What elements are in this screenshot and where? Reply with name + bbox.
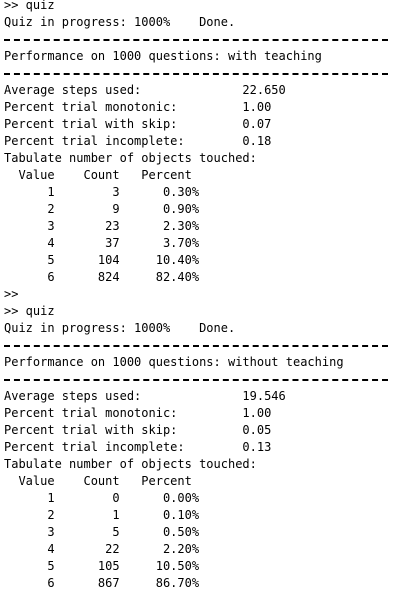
terminal-line: Percent trial incomplete: 0.13 — [4, 439, 404, 456]
terminal-line: Tabulate number of objects touched: — [4, 456, 404, 473]
terminal-line: Percent trial with skip: 0.05 — [4, 422, 404, 439]
terminal-line: 1 3 0.30% — [4, 184, 404, 201]
terminal-line: Percent trial monotonic: 1.00 — [4, 99, 404, 116]
terminal-line: >> quiz — [4, 303, 404, 320]
terminal-line: Average steps used: 22.650 — [4, 82, 404, 99]
separator-rule — [4, 31, 404, 48]
terminal-line: Average steps used: 19.546 — [4, 388, 404, 405]
terminal-line: Quiz in progress: 1000% Done. — [4, 320, 404, 337]
terminal-line: Performance on 1000 questions: with teac… — [4, 48, 404, 65]
terminal-line: 1 0 0.00% — [4, 490, 404, 507]
terminal-line: Percent trial incomplete: 0.18 — [4, 133, 404, 150]
terminal-line: 6 867 86.70% — [4, 575, 404, 592]
separator-rule — [4, 65, 404, 82]
terminal-line: Percent trial with skip: 0.07 — [4, 116, 404, 133]
terminal-line: >> quiz — [4, 0, 404, 14]
terminal-line: 5 105 10.50% — [4, 558, 404, 575]
terminal-line: 4 37 3.70% — [4, 235, 404, 252]
terminal-line: 2 9 0.90% — [4, 201, 404, 218]
separator-rule — [4, 337, 404, 354]
terminal-line: 5 104 10.40% — [4, 252, 404, 269]
terminal-line: Quiz in progress: 1000% Done. — [4, 14, 404, 31]
terminal-line: Value Count Percent — [4, 473, 404, 490]
terminal-line: Performance on 1000 questions: without t… — [4, 354, 404, 371]
terminal-line: 2 1 0.10% — [4, 507, 404, 524]
terminal-line: Tabulate number of objects touched: — [4, 150, 404, 167]
terminal-line: 3 23 2.30% — [4, 218, 404, 235]
terminal-line: 6 824 82.40% — [4, 269, 404, 286]
terminal-line: 3 5 0.50% — [4, 524, 404, 541]
separator-rule — [4, 371, 404, 388]
terminal-line: Percent trial monotonic: 1.00 — [4, 405, 404, 422]
terminal-line: 4 22 2.20% — [4, 541, 404, 558]
terminal-line: >> — [4, 286, 404, 303]
terminal-line: Value Count Percent — [4, 167, 404, 184]
